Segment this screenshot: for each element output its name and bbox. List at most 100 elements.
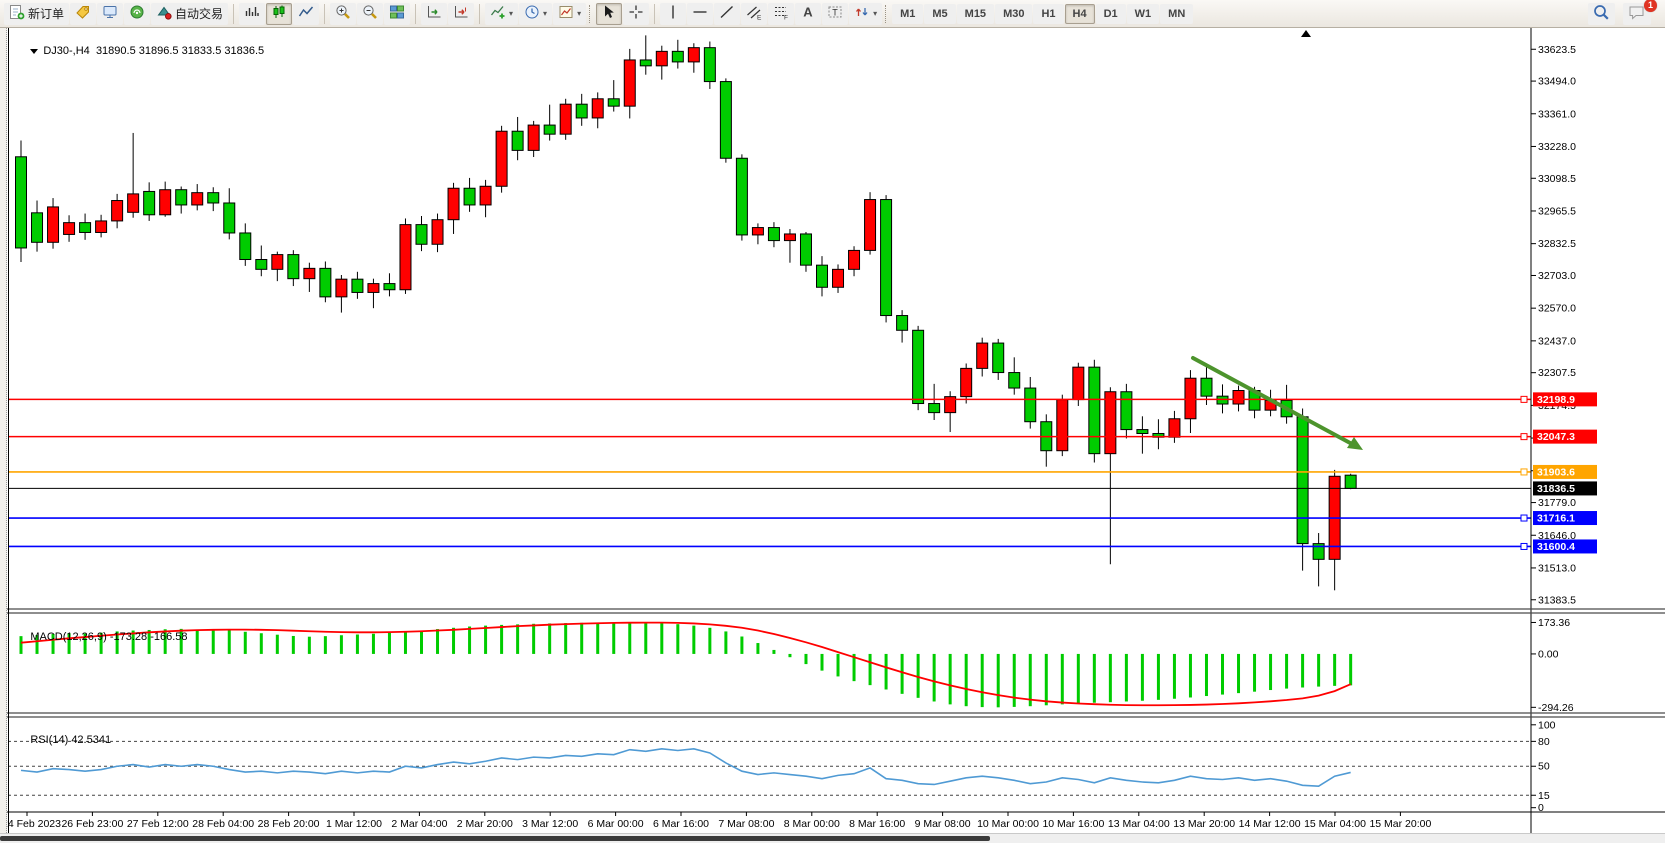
svg-text:13 Mar 20:00: 13 Mar 20:00 — [1173, 818, 1235, 830]
symbol-ohlc-label[interactable]: DJ30-,H4 31890.5 31896.5 31833.5 31836.5 — [12, 33, 264, 69]
svg-text:E: E — [757, 15, 762, 21]
svg-text:32832.5: 32832.5 — [1538, 238, 1576, 250]
vertical-line-button[interactable] — [660, 2, 687, 25]
chart-shift-button[interactable] — [448, 2, 475, 25]
svg-text:-294.26: -294.26 — [1538, 702, 1574, 714]
rsi-indicator-label[interactable]: RSI(14) 42.5341 — [30, 734, 112, 746]
svg-text:28 Feb 04:00: 28 Feb 04:00 — [192, 818, 254, 830]
horizontal-line-icon — [692, 4, 708, 23]
symbol-name: DJ30-,H4 — [43, 45, 90, 57]
macd-panel: 173.36 0.00 -294.26 — [19, 617, 1574, 714]
templates-button[interactable]: ▾ — [553, 2, 587, 25]
svg-text:32570.0: 32570.0 — [1538, 303, 1576, 315]
svg-text:3 Mar 12:00: 3 Mar 12:00 — [522, 818, 578, 830]
svg-text:28 Feb 20:00: 28 Feb 20:00 — [258, 818, 320, 830]
fibonacci-button[interactable]: F — [768, 2, 795, 25]
svg-text:15: 15 — [1538, 790, 1550, 802]
chart-canvas[interactable]: 33623.5 33494.0 33361.0 33228.0 33098.5 32965… — [0, 28, 1665, 833]
notifications-button[interactable]: 1 — [1623, 0, 1657, 25]
svg-text:173.36: 173.36 — [1538, 617, 1570, 629]
trendline-button[interactable] — [714, 2, 741, 25]
indicators-button[interactable]: ▾ — [485, 2, 519, 25]
clock-icon — [524, 4, 540, 23]
svg-text:32703.0: 32703.0 — [1538, 270, 1576, 282]
line-chart-button[interactable] — [293, 2, 320, 25]
market-watch-button[interactable] — [124, 2, 151, 25]
search-button[interactable] — [1588, 2, 1615, 25]
svg-text:F: F — [784, 15, 788, 21]
zoom-out-button[interactable] — [357, 2, 384, 25]
svg-text:14 Mar 12:00: 14 Mar 12:00 — [1239, 818, 1301, 830]
toolbar-separator — [479, 3, 481, 24]
trend-arrow-annotation[interactable] — [1191, 356, 1363, 450]
window-splitter[interactable] — [0, 28, 7, 833]
chart-window-area: 33623.5 33494.0 33361.0 33228.0 33098.5 32965… — [0, 28, 1665, 843]
toolbar-grip — [589, 4, 591, 23]
timeframe-m30[interactable]: M30 — [995, 3, 1033, 24]
timeframe-mn[interactable]: MN — [1160, 3, 1194, 24]
arrows-button[interactable]: ▾ — [849, 2, 883, 25]
new-order-label: 新订单 — [28, 7, 65, 21]
svg-text:7 Mar 08:00: 7 Mar 08:00 — [718, 818, 774, 830]
autotrading-button[interactable]: 自动交易 — [151, 2, 229, 25]
tile-windows-button[interactable] — [384, 2, 411, 25]
symbol-dropdown-icon — [30, 48, 39, 54]
toolbar-right: 1 — [1588, 0, 1661, 25]
signal-orb-icon — [129, 4, 145, 23]
cursor-button[interactable] — [596, 2, 623, 25]
candlestick-icon — [271, 4, 287, 23]
tile-windows-icon — [389, 4, 405, 23]
autotrading-label: 自动交易 — [175, 7, 224, 21]
svg-text:6 Mar 00:00: 6 Mar 00:00 — [588, 818, 644, 830]
svg-text:31513.0: 31513.0 — [1538, 562, 1576, 574]
svg-text:31383.5: 31383.5 — [1538, 594, 1576, 606]
chat-icon — [1628, 4, 1646, 24]
channel-button[interactable]: E — [741, 2, 768, 25]
svg-text:31600.4: 31600.4 — [1537, 541, 1575, 553]
new-order-icon — [9, 4, 25, 23]
dropdown-caret: ▾ — [509, 8, 514, 18]
svg-text:15 Mar 20:00: 15 Mar 20:00 — [1369, 818, 1431, 830]
level-lines-group[interactable] — [8, 395, 1531, 550]
text-a-icon: A — [800, 4, 816, 23]
toolbar-separator — [324, 3, 326, 24]
candles-group — [15, 35, 1357, 591]
arrows-icon — [854, 4, 870, 23]
svg-text:15 Mar 04:00: 15 Mar 04:00 — [1304, 818, 1366, 830]
timeframe-m5[interactable]: M5 — [924, 3, 956, 24]
metaeditor-button[interactable] — [97, 2, 124, 25]
horizontal-line-button[interactable] — [687, 2, 714, 25]
timeframe-d1[interactable]: D1 — [1095, 3, 1126, 24]
svg-text:33228.0: 33228.0 — [1538, 141, 1576, 153]
crosshair-button[interactable] — [623, 2, 650, 25]
periods-button[interactable]: ▾ — [519, 2, 553, 25]
ticket-button[interactable] — [70, 2, 97, 25]
timeframe-m1[interactable]: M1 — [892, 3, 924, 24]
zoom-in-icon — [335, 4, 351, 23]
text-button[interactable]: A — [795, 2, 822, 25]
dropdown-caret: ▾ — [577, 8, 582, 18]
svg-text:0.00: 0.00 — [1538, 648, 1559, 660]
chart-shift-marker[interactable] — [1301, 30, 1311, 37]
new-order-button[interactable]: 新订单 — [4, 2, 70, 25]
fibonacci-icon: F — [773, 4, 789, 23]
timeframe-m15[interactable]: M15 — [956, 3, 995, 24]
timeframe-w1[interactable]: W1 — [1126, 3, 1160, 24]
timeframe-h1[interactable]: H1 — [1033, 3, 1064, 24]
auto-scroll-button[interactable] — [421, 2, 448, 25]
crosshair-icon — [628, 4, 644, 23]
bar-chart-button[interactable] — [239, 2, 266, 25]
svg-text:31836.5: 31836.5 — [1537, 483, 1575, 495]
symbol-ohlc-values: 31890.5 31896.5 31833.5 31836.5 — [95, 45, 265, 57]
candlestick-chart-button[interactable] — [266, 2, 293, 25]
macd-indicator-label[interactable]: MACD(12,26,9) -173.28 -166.58 — [30, 631, 188, 643]
horizontal-scrollbar[interactable] — [0, 833, 1665, 843]
text-label-button[interactable]: T — [822, 2, 849, 25]
timeframe-h4[interactable]: H4 — [1064, 3, 1095, 24]
zoom-in-button[interactable] — [330, 2, 357, 25]
trendline-icon — [719, 4, 735, 23]
scrollbar-thumb[interactable] — [0, 836, 990, 841]
channel-icon: E — [746, 4, 762, 23]
svg-text:32307.5: 32307.5 — [1538, 367, 1576, 379]
